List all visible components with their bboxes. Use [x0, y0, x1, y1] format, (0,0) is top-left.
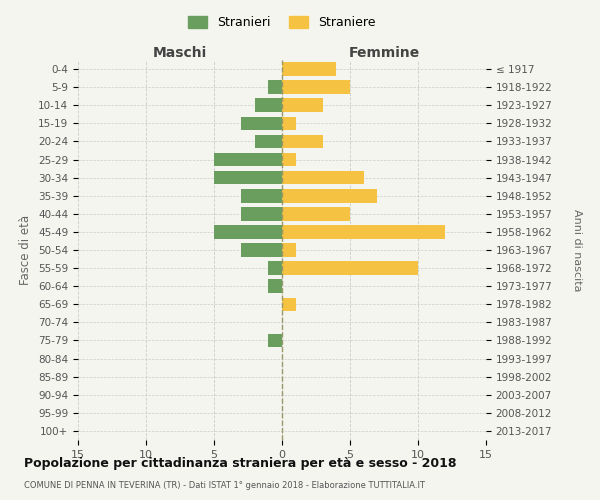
- Bar: [241, 116, 282, 130]
- Bar: [282, 80, 350, 94]
- Bar: [214, 171, 282, 184]
- Bar: [282, 298, 296, 311]
- Text: Femmine: Femmine: [349, 46, 419, 60]
- Bar: [268, 262, 282, 275]
- Bar: [268, 280, 282, 293]
- Y-axis label: Anni di nascita: Anni di nascita: [572, 209, 582, 291]
- Bar: [282, 98, 323, 112]
- Bar: [255, 134, 282, 148]
- Bar: [241, 207, 282, 220]
- Bar: [282, 116, 296, 130]
- Text: COMUNE DI PENNA IN TEVERINA (TR) - Dati ISTAT 1° gennaio 2018 - Elaborazione TUT: COMUNE DI PENNA IN TEVERINA (TR) - Dati …: [24, 481, 425, 490]
- Bar: [255, 98, 282, 112]
- Bar: [241, 189, 282, 202]
- Bar: [282, 134, 323, 148]
- Bar: [214, 152, 282, 166]
- Bar: [282, 152, 296, 166]
- Bar: [241, 243, 282, 257]
- Bar: [282, 243, 296, 257]
- Bar: [268, 334, 282, 347]
- Text: Maschi: Maschi: [153, 46, 207, 60]
- Bar: [282, 171, 364, 184]
- Text: Popolazione per cittadinanza straniera per età e sesso - 2018: Popolazione per cittadinanza straniera p…: [24, 458, 457, 470]
- Legend: Stranieri, Straniere: Stranieri, Straniere: [184, 11, 380, 34]
- Bar: [282, 262, 418, 275]
- Bar: [282, 207, 350, 220]
- Bar: [214, 225, 282, 238]
- Y-axis label: Fasce di età: Fasce di età: [19, 215, 32, 285]
- Bar: [282, 225, 445, 238]
- Bar: [268, 80, 282, 94]
- Bar: [282, 62, 337, 76]
- Bar: [282, 189, 377, 202]
